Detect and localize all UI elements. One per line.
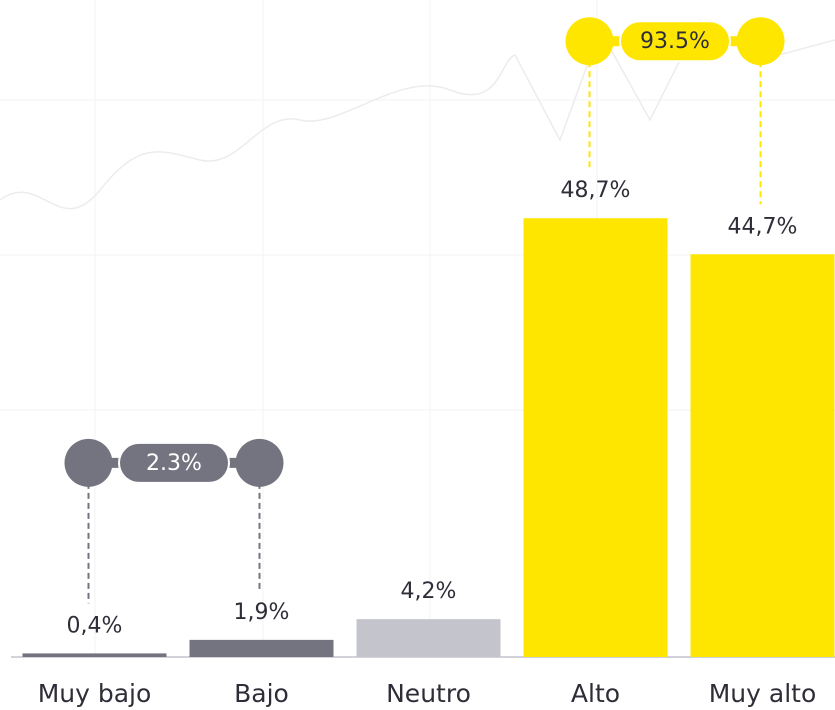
bracket-end (64, 438, 113, 487)
bar (22, 653, 167, 657)
x-tick-label: Neutro (386, 679, 471, 708)
bar (189, 639, 334, 657)
bracket-end (736, 17, 785, 66)
bracket-pill (118, 441, 230, 484)
bracket-pill (619, 20, 731, 63)
bar (523, 218, 668, 657)
x-tick-label: Muy alto (709, 679, 817, 708)
value-label: 44,7% (728, 214, 798, 239)
bar (356, 619, 501, 657)
value-label: 48,7% (561, 178, 631, 203)
bracket-label: 2.3% (146, 451, 202, 476)
x-tick-label: Alto (571, 679, 620, 708)
bracket-annotation: 2.3% (64, 438, 284, 604)
bracket-label: 93.5% (640, 29, 710, 54)
bracket-end (565, 17, 614, 66)
value-label: 4,2% (401, 579, 457, 604)
background-decoration (0, 0, 835, 657)
x-tick-label: Bajo (234, 679, 289, 708)
bracket-end (235, 438, 284, 487)
x-tick-label: Muy bajo (38, 679, 152, 708)
value-label: 0,4% (67, 613, 123, 638)
bar (690, 254, 835, 658)
value-label: 1,9% (234, 600, 290, 625)
bracket-annotation: 93.5% (565, 17, 785, 205)
